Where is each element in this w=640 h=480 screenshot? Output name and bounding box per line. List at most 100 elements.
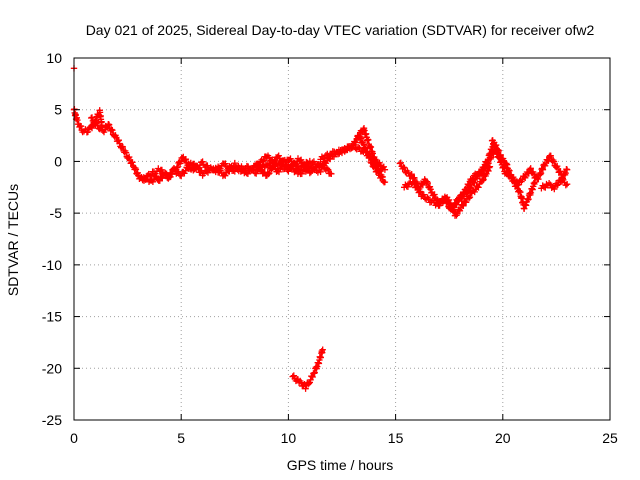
data-point	[305, 380, 313, 387]
data-point	[260, 157, 267, 164]
data-point	[290, 372, 297, 379]
data-point	[475, 184, 482, 191]
data-point	[469, 175, 476, 182]
data-point	[413, 183, 421, 190]
data-point	[274, 165, 281, 172]
data-point	[462, 199, 470, 206]
data-point	[554, 181, 562, 188]
data-point	[261, 168, 268, 176]
data-point	[199, 158, 206, 165]
data-point	[275, 152, 282, 159]
data-point	[222, 160, 229, 167]
data-point	[115, 137, 122, 144]
y-tick-label: -5	[50, 205, 63, 221]
data-point	[319, 346, 326, 353]
data-point	[108, 126, 115, 133]
data-point	[527, 165, 534, 172]
data-point	[401, 164, 408, 172]
y-tick-labels: 10 5 0 -5 -10 -15 -20 -25	[42, 50, 62, 428]
data-points	[70, 65, 571, 392]
x-tick-labels: 0 5 10 15 20 25	[70, 430, 618, 446]
data-point	[275, 168, 283, 176]
data-point	[226, 168, 233, 175]
data-point	[557, 168, 564, 175]
data-point	[297, 156, 305, 163]
y-tick-label: 10	[46, 50, 62, 66]
data-point	[297, 166, 304, 173]
data-point	[522, 174, 529, 181]
y-tick-label: 5	[54, 102, 62, 118]
data-point	[481, 164, 488, 172]
data-point	[148, 171, 155, 179]
data-point	[547, 152, 554, 159]
data-point	[84, 128, 92, 136]
data-point	[317, 168, 324, 175]
y-tick-label: -20	[42, 360, 62, 376]
data-point	[445, 196, 453, 204]
data-point	[213, 165, 221, 172]
data-point	[204, 162, 211, 169]
data-point	[338, 149, 346, 157]
data-point	[562, 169, 569, 177]
data-point	[419, 181, 427, 189]
data-point	[177, 158, 185, 165]
data-point	[510, 174, 517, 181]
data-point	[420, 191, 427, 198]
data-point	[185, 165, 192, 172]
data-point	[324, 166, 332, 173]
data-point	[222, 172, 229, 179]
data-point	[265, 170, 272, 178]
data-point	[381, 178, 389, 186]
data-point	[563, 166, 571, 173]
data-point	[248, 167, 255, 174]
data-point	[328, 170, 335, 177]
data-point	[447, 201, 455, 208]
data-point	[306, 169, 313, 177]
data-point	[379, 173, 386, 181]
data-point	[204, 169, 212, 176]
data-point	[244, 170, 252, 177]
data-point	[456, 207, 464, 214]
x-tick-label: 0	[70, 430, 78, 446]
data-point	[256, 162, 263, 169]
data-point	[480, 176, 487, 183]
data-point	[307, 168, 315, 176]
data-point	[291, 159, 298, 166]
data-point	[465, 195, 473, 202]
data-point	[231, 159, 238, 167]
data-point	[259, 158, 266, 165]
data-point	[466, 194, 474, 201]
data-point	[408, 171, 415, 178]
data-point	[279, 161, 286, 168]
data-point	[249, 166, 256, 173]
data-point	[503, 160, 510, 167]
data-point	[302, 385, 309, 392]
data-point	[129, 159, 136, 166]
data-point	[563, 181, 571, 188]
y-tick-label: 0	[54, 153, 62, 169]
x-tick-label: 10	[281, 430, 297, 446]
x-tick-label: 20	[495, 430, 511, 446]
data-point	[424, 179, 431, 187]
data-point	[344, 146, 351, 154]
data-point	[424, 194, 431, 201]
data-point	[182, 156, 190, 163]
data-point	[298, 170, 305, 177]
y-axis-label: SDTVAR / TECUs	[5, 184, 21, 296]
data-point	[269, 156, 276, 163]
data-point	[374, 162, 381, 169]
data-point	[170, 165, 177, 172]
data-point	[551, 185, 558, 193]
x-axis-label: GPS time / hours	[287, 457, 394, 473]
x-tick-label: 5	[177, 430, 185, 446]
data-point	[463, 187, 470, 194]
data-point	[74, 116, 81, 124]
data-point	[321, 155, 328, 162]
data-point	[515, 181, 522, 188]
y-tick-label: -25	[42, 412, 62, 428]
plot-frame	[73, 57, 611, 421]
data-point	[109, 127, 116, 134]
data-point	[285, 168, 292, 175]
data-point	[468, 176, 476, 183]
